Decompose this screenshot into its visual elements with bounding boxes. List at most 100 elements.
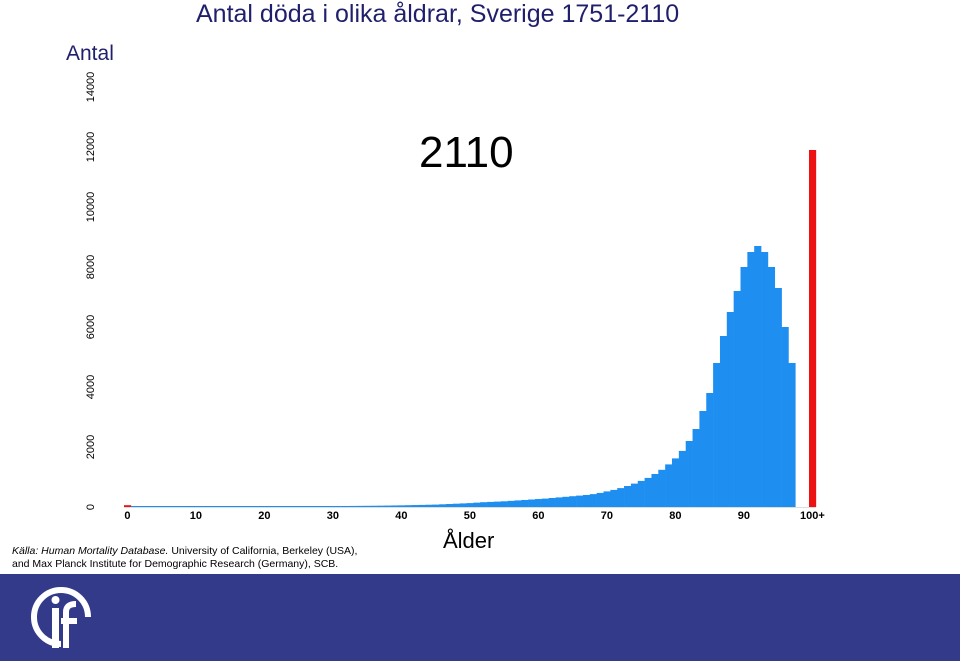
x-tick-label: 30 (327, 510, 339, 522)
source-italic: Källa: Human Mortality Database. (12, 545, 169, 557)
bar-age-54 (493, 501, 502, 507)
bar-age-76 (644, 477, 652, 507)
y-tick-label: 8000 (85, 255, 97, 279)
x-tick-label: 100+ (800, 510, 825, 522)
bar-age-5 (158, 506, 166, 507)
bar-age-10 (192, 506, 200, 507)
bar-age-94 (767, 267, 776, 507)
bar-age-53 (487, 501, 495, 507)
bar-age-87 (719, 336, 728, 507)
bar-age-73 (624, 486, 632, 507)
bar-age-48 (452, 503, 460, 507)
bar-age-41 (404, 505, 412, 507)
bar-age-55 (500, 501, 508, 507)
bar-age-75 (637, 480, 645, 507)
bar-age-23 (281, 506, 289, 507)
x-tick-label: 60 (532, 510, 544, 522)
bar-age-38 (384, 505, 392, 507)
chart-title: Antal döda i olika åldrar, Sverige 1751-… (196, 0, 680, 28)
bar-age-7 (171, 506, 180, 507)
source-rest: University of California, Berkeley (USA)… (12, 545, 358, 570)
x-tick-label: 40 (395, 510, 407, 522)
bar-age-12 (206, 506, 214, 507)
bar-age-83 (692, 429, 700, 507)
bar-age-34 (356, 505, 365, 507)
x-tick-label: 10 (190, 510, 202, 522)
x-tick-label: 20 (258, 510, 270, 522)
bar-age-90 (740, 267, 748, 507)
bar-age-86 (713, 363, 721, 507)
y-tick-label: 2000 (85, 435, 97, 459)
x-tick-label: 80 (669, 510, 681, 522)
bar-age-57 (514, 500, 522, 507)
bar-age-22 (274, 506, 282, 507)
y-tick-label: 14000 (85, 72, 97, 103)
bar-age-65 (569, 496, 577, 507)
bar-age-15 (226, 506, 234, 507)
chart: 0 2000 4000 6000 8000 10000 12000 14000 0 10 20 30… (85, 72, 825, 522)
bar-age-59 (528, 499, 536, 507)
bar-age-13 (213, 506, 221, 507)
institute-logo (31, 587, 91, 648)
bar-age-44 (425, 504, 433, 507)
bar-age-2 (137, 506, 145, 507)
bar-age-95 (774, 288, 782, 507)
bars (124, 150, 817, 507)
bar-age-82 (685, 441, 693, 507)
bar-age-47 (445, 504, 454, 507)
y-tick-label: 6000 (85, 315, 97, 339)
bar-age-96 (781, 327, 789, 507)
bar-age-91 (747, 252, 755, 507)
bar-age-18 (247, 506, 255, 507)
bar-age-4 (151, 506, 159, 507)
bar-age-62 (548, 498, 556, 507)
y-tick-labels: 0 2000 4000 6000 8000 10000 12000 14000 (85, 72, 97, 510)
x-tick-label: 90 (738, 510, 750, 522)
bar-age-36 (370, 505, 378, 507)
bar-age-84 (699, 411, 707, 507)
bar-age-6 (165, 506, 173, 507)
year-label: 2110 (419, 128, 514, 177)
y-tick-label: 12000 (85, 132, 97, 163)
bar-age-11 (199, 506, 207, 507)
bar-age-56 (507, 500, 515, 507)
bar-age-40 (398, 505, 406, 507)
bar-age-78 (658, 469, 666, 507)
bar-age-49 (459, 503, 467, 507)
bar-age-93 (761, 252, 769, 507)
bar-age-45 (432, 504, 440, 507)
bar-age-81 (678, 450, 686, 507)
y-tick-label: 4000 (85, 375, 97, 399)
bar-age-46 (439, 504, 447, 507)
bar-age-68 (589, 494, 597, 507)
bar-age-39 (391, 505, 399, 507)
bar-age-17 (240, 506, 248, 507)
bar-age-71 (610, 489, 618, 507)
x-axis-title: Ålder (443, 528, 495, 553)
bar-age-60 (535, 499, 543, 507)
bar-age-43 (418, 504, 426, 507)
x-tick-label: 50 (464, 510, 476, 522)
source-note: Källa: Human Mortality Database. Univers… (12, 545, 372, 571)
bar-age-8 (178, 506, 186, 507)
bar-age-58 (521, 499, 529, 507)
bar-age-70 (603, 491, 611, 507)
bar-age-26 (302, 506, 310, 507)
bar-age-69 (596, 492, 604, 507)
bar-age-3 (144, 506, 152, 507)
y-axis-title: Antal (66, 42, 114, 65)
bar-age-24 (288, 506, 296, 507)
bar-age-9 (185, 506, 193, 507)
bar-age-37 (377, 505, 385, 507)
bar-age-32 (343, 505, 351, 507)
bar-age-80 (672, 458, 680, 507)
bar-age-64 (562, 496, 570, 507)
bar-age-66 (576, 495, 584, 507)
bar-age-19 (254, 506, 262, 507)
bar-age-1 (130, 506, 138, 507)
bar-age-52 (480, 502, 488, 507)
y-tick-label: 10000 (85, 192, 97, 223)
bar-age-89 (733, 291, 741, 507)
bar-age-28 (315, 506, 323, 507)
bar-age-20 (261, 506, 269, 507)
